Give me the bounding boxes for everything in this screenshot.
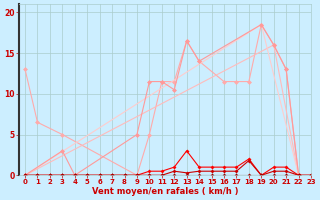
X-axis label: Vent moyen/en rafales ( km/h ): Vent moyen/en rafales ( km/h ) — [92, 187, 238, 196]
